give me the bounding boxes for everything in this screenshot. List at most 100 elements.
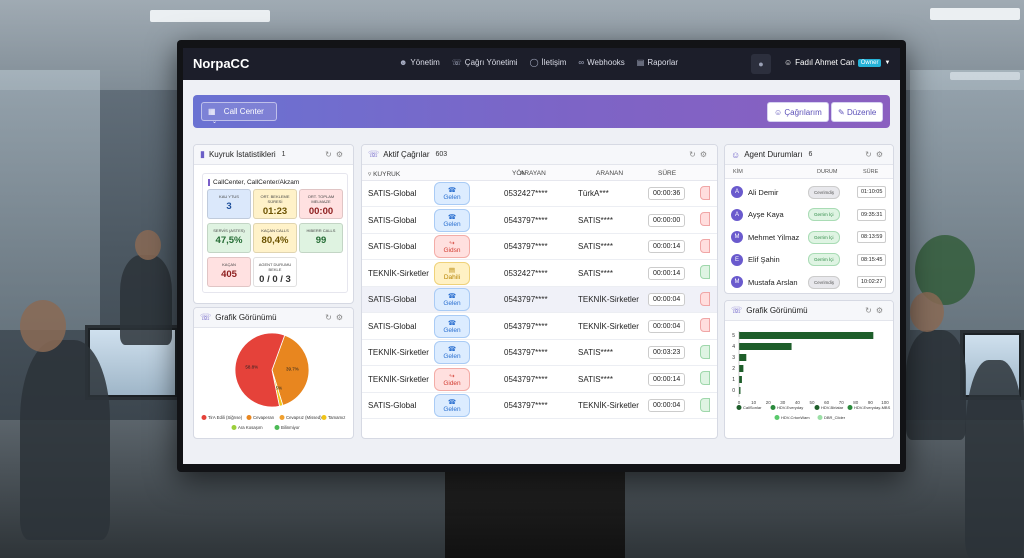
row-action-button[interactable] — [700, 212, 712, 228]
nav-link-webhooks[interactable]: ∞ Webhooks — [578, 58, 625, 67]
edit-button[interactable]: ✎ Düzenle — [831, 102, 884, 122]
avatar: A — [731, 186, 743, 198]
cell-queue: SATIS-Global — [368, 242, 417, 251]
col-caller[interactable]: ARAYAN — [520, 170, 546, 177]
agent-name: Elif Şahin — [748, 255, 780, 264]
table-row[interactable]: TEKNİK-Sirketler ☎ Gelen 0543797**** SATIS*… — [362, 340, 717, 366]
count-badge: 6 — [808, 151, 813, 158]
duration-value: 00:00:00 — [648, 213, 686, 227]
cell-duration: 00:00:36 — [648, 187, 700, 200]
col-duration[interactable]: SÜRE — [658, 170, 677, 177]
row-action-button[interactable] — [700, 265, 712, 281]
bar[interactable] — [739, 365, 744, 372]
status-badge: Cevrimdiş — [808, 275, 841, 289]
table-row[interactable]: SATIS-Global ☎ Gelen 0543797**** TEKNİK-Sir… — [362, 287, 717, 313]
panel-tools[interactable]: ↻⚙ — [325, 150, 347, 159]
brand-logo[interactable]: NorpaCC — [193, 56, 250, 71]
stat-label: ORT. TOPLAM MELMAZE — [307, 194, 335, 204]
col-direction[interactable]: YÖN — [512, 170, 527, 177]
legend-swatch — [279, 415, 285, 420]
col-callee[interactable]: ARANAN — [596, 170, 624, 177]
table-row[interactable]: TEKNİK-Sirketler ↪ Giden 0543797**** SATIS*… — [362, 367, 717, 393]
row-action-button[interactable] — [700, 397, 712, 414]
row-action-button[interactable] — [700, 371, 712, 387]
agent-row[interactable]: A Ali Demir Cevrimdiş 01:10:05 — [725, 181, 893, 203]
cell-caller: 0532427**** — [504, 268, 548, 278]
stat-label: KAÇAN — [222, 262, 236, 267]
pie-slice[interactable] — [234, 332, 286, 408]
user-icon: ☺ — [774, 108, 783, 117]
bar[interactable] — [739, 376, 742, 383]
table-row[interactable]: SATIS-Global ↪ Gidsn 0543797**** SATIS**** 0… — [362, 234, 717, 260]
cell-caller: 0543797**** — [504, 295, 548, 304]
table-row[interactable]: TEKNİK-Sirketler ▤ Dahili 0532427**** SATIS… — [362, 261, 717, 287]
cell-caller: 0543797**** — [504, 242, 548, 251]
chevron-down-icon: ⌄ — [212, 119, 218, 125]
duration-value: 00:00:04 — [648, 399, 686, 412]
x-tick-label: 90 — [868, 400, 874, 405]
y-tick-label: 0 — [732, 388, 735, 394]
table-row[interactable]: SATIS-Global ☎ Gelen 0543797**** TEKNİK-Sir… — [362, 314, 717, 340]
cell-caller: 0543797**** — [504, 348, 548, 357]
legend-swatch — [201, 415, 207, 420]
legend-swatch — [736, 405, 742, 410]
stat-value: 405 — [221, 269, 237, 280]
bar[interactable] — [739, 354, 747, 361]
row-action-button[interactable] — [700, 238, 712, 255]
duration-value: 00:00:04 — [648, 319, 686, 333]
user-name: Fadıl Ahmet Can — [795, 58, 855, 67]
bell-icon[interactable]: ● — [751, 54, 771, 74]
bar[interactable] — [739, 387, 741, 394]
direction-badge: ☎ Gelen — [434, 394, 470, 417]
agent-row[interactable]: M Mehmet Yilmaz Gerrim İçi 08:13:59 — [725, 226, 893, 248]
legend-swatch — [321, 415, 327, 420]
grid-icon: ▦ — [208, 107, 216, 116]
bar-chart-icon: ▮ — [200, 149, 205, 159]
panel-tools[interactable]: ↻⚙ — [865, 306, 887, 315]
panel-tools[interactable]: ↻⚙ — [689, 150, 711, 159]
ceiling-light — [150, 10, 270, 22]
panel-tools[interactable]: ↻⚙ — [325, 313, 347, 322]
row-action-button[interactable] — [700, 318, 712, 334]
pie-slice[interactable] — [271, 334, 310, 406]
stat-label: AGENT DURUMU BEKLE — [258, 262, 292, 272]
cell-direction: ↪ Gidsn — [432, 235, 502, 258]
table-row[interactable]: SATIS-Global ☎ Gelen 0543797**** SATIS**** 0… — [362, 208, 717, 234]
panel-header: ▮ Kuyruk İstatistikleri 1 ↻⚙ — [194, 145, 353, 165]
queue-card: CallCenter, CallCenter/Akzam KAU YTUS 3 OR… — [202, 173, 348, 293]
call-center-select[interactable]: ▦ Call Center ⌄ — [201, 102, 277, 125]
stat-tile: AGENT DURUMU BEKLE 0 / 0 / 3 — [253, 257, 297, 287]
bar[interactable] — [739, 343, 792, 350]
table-row[interactable]: SATIS-Global ☎ Gelen 0532427**** TürkA*** 00… — [362, 181, 717, 207]
row-action-button[interactable] — [700, 291, 712, 308]
cell-direction: ☎ Gelen — [432, 394, 502, 417]
row-action-button[interactable] — [700, 185, 712, 202]
nav-link-communication[interactable]: ◯ İletişim — [529, 58, 567, 67]
phone-icon: ☏ — [731, 305, 743, 315]
nav-link-management[interactable]: ☻ Yönetim — [399, 58, 440, 67]
row-action-button[interactable] — [700, 344, 712, 361]
stat-tile: ORT. BEKLEME SÜRESİ 01:23 — [253, 189, 297, 219]
cell-duration: 00:00:04 — [648, 319, 700, 333]
x-tick-label: 70 — [839, 400, 845, 405]
edit-icon: ✎ — [838, 108, 845, 117]
cell-duration: 00:00:14 — [648, 266, 700, 280]
dashboard-screen: NorpaCC ☻ Yönetim ☏ Çağrı Yönetimi ◯ İletiş… — [183, 48, 900, 464]
agent-row[interactable]: M Mustafa Arslan Cevrimdiş 10:02:27 — [725, 271, 893, 293]
agent-row[interactable]: E Elif Şahin Gerrim İçi 08:15:45 — [725, 249, 893, 271]
bar[interactable] — [739, 332, 874, 339]
cell-direction: ↪ Giden — [432, 367, 502, 391]
chart-panel-right: ☏ Grafik Görünümü ↻⚙ 5 4 3 2 1 0 0 10 20 30 40 50 60… — [724, 300, 894, 439]
cell-direction: ☎ Gelen — [432, 208, 502, 232]
queue-stats-panel: ▮ Kuyruk İstatistikleri 1 ↻⚙ CallCenter,… — [193, 144, 354, 304]
col-queue[interactable]: ▿ KUYRUK — [368, 171, 401, 178]
nav-link-reports[interactable]: ▤ Raporlar — [636, 58, 679, 67]
cell-direction: ▤ Dahili — [432, 261, 502, 285]
agent-row[interactable]: A Ayşe Kaya Gerrim İçi 09:35:31 — [725, 204, 893, 226]
my-calls-button[interactable]: ☺ Çağrılarım — [767, 102, 829, 122]
ceiling-light — [930, 8, 1020, 20]
nav-link-call-management[interactable]: ☏ Çağrı Yönetimi — [451, 58, 518, 67]
user-menu[interactable]: ☺ Fadıl Ahmet Can Owner ▼ — [784, 58, 890, 67]
panel-tools[interactable]: ↻⚙ — [865, 150, 887, 159]
table-row[interactable]: SATIS-Global ☎ Gelen 0543797**** TEKNİK-Sir… — [362, 393, 717, 419]
